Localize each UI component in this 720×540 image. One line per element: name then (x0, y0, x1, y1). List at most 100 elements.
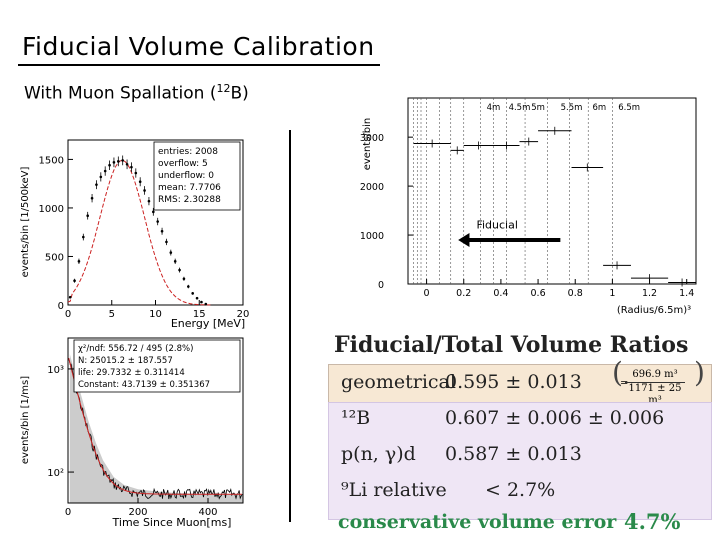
x-tick-label: 1.4 (679, 288, 694, 299)
data-point (103, 169, 107, 173)
fit-line: χ²/ndf: 556.72 / 495 (2.8%) (78, 344, 193, 354)
fiducial-label: Fiducial (476, 219, 517, 232)
y-tick-label: 500 (45, 252, 64, 263)
x-tick-label: 1 (609, 288, 615, 299)
x-tick-label: 10 (149, 309, 162, 320)
data-point (138, 180, 142, 184)
panel-divider (289, 130, 291, 522)
data-point (108, 163, 111, 167)
y-tick-label: 3000 (360, 133, 384, 144)
subtitle-prefix: With Muon Spallation ( (24, 83, 217, 104)
x-tick-label: 0 (424, 288, 430, 299)
conservative-label: conservative volume error (338, 511, 617, 533)
fit-curve (67, 159, 213, 306)
ratio-value: 0.587 ± 0.013 (445, 443, 582, 465)
radius-label: 6.5m (618, 103, 640, 113)
histogram-fill (69, 353, 243, 503)
data-point (160, 229, 164, 233)
data-point (169, 251, 173, 254)
radius-label: 4m (487, 103, 501, 113)
equals-sign: = (620, 378, 629, 389)
x-tick-label: 0.2 (456, 288, 471, 299)
time-fit-box: χ²/ndf: 556.72 / 495 (2.8%) N: 25015.2 ±… (73, 339, 241, 393)
radius-xlabel: (Radius/6.5m)³ (617, 305, 691, 316)
energy-stats-box: entries: 2008 overflow: 5 underflow: 0 m… (153, 141, 241, 211)
fraction: 696.9 m³ 1171 ± 25 m³ (625, 369, 685, 407)
data-point (134, 171, 138, 175)
stat-line: entries: 2008 (158, 147, 218, 157)
stat-line: underflow: 0 (158, 171, 214, 181)
ratio-row-geometrical: geometrical 0.595 ± 0.013 ( = 696.9 m³ 1… (328, 356, 712, 407)
data-point (204, 302, 208, 306)
ratios-title: Fiducial/Total Volume Ratios (334, 332, 689, 358)
energy-plot: 0 5 10 15 20 0 500 1000 1500 events/bin [1/500ke… (18, 130, 250, 330)
stat-line: RMS: 2.30288 (158, 195, 221, 205)
x-tick-label: 15 (193, 309, 206, 320)
x-tick-label: 1.2 (642, 288, 657, 299)
data-point (95, 183, 98, 186)
x-tick-label: 0 (65, 309, 71, 320)
ratio-label: p(n, γ)d (341, 443, 416, 465)
data-point (121, 159, 124, 162)
radius-label: 5.5m (561, 103, 583, 113)
data-point (200, 300, 203, 304)
x-tick-label: 20 (237, 309, 250, 320)
time-plot: 0 200 400 10³ 10² events/bin [1/ms] Time Sin… (18, 334, 250, 530)
y-tick-label: 1000 (360, 231, 384, 242)
data-point (99, 175, 103, 179)
x-tick-label: 0.4 (493, 288, 508, 299)
data-point (165, 240, 168, 244)
ratio-value: 0.607 ± 0.006 ± 0.006 (445, 407, 665, 429)
stat-line: overflow: 5 (158, 159, 208, 169)
radius-plot: 4m 4.5m 5m 5.5m 6m 6.5m 0 0.2 0.4 0.6 0.8 1 1.2 1.4 0 1… (358, 92, 700, 320)
ratio-label: ¹²B (341, 407, 371, 429)
paren-open: ( (612, 356, 623, 389)
data-point (182, 277, 186, 281)
fit-line: N: 25015.2 ± 187.557 (78, 356, 173, 366)
y-tick-label: 10³ (47, 365, 64, 376)
data-point (152, 210, 155, 214)
time-ylabel: events/bin [1/ms] (20, 376, 31, 464)
data-point (187, 285, 190, 288)
data-point (143, 189, 146, 192)
energy-xlabel: Energy [MeV] (171, 317, 245, 330)
data-point (147, 199, 151, 203)
ratio-label: ⁹Li relative (341, 479, 447, 501)
fraction-denominator: 1171 ± 25 m³ (628, 383, 682, 406)
ratios-table: Fiducial/Total Volume Ratios geometrical… (328, 328, 712, 536)
data-point (77, 260, 81, 263)
slide-title: Fiducial Volume Calibration (22, 32, 375, 61)
subtitle-suffix: B) (230, 83, 249, 104)
histogram-outline (68, 359, 243, 500)
radius-label: 6m (593, 103, 607, 113)
data-point (178, 268, 181, 272)
data-point (156, 220, 159, 223)
data-point (191, 292, 194, 295)
conservative-value: 4.7% (624, 509, 681, 534)
y-tick-label: 0 (58, 301, 64, 312)
radius-label: 4.5m (509, 103, 531, 113)
slide-subtitle: With Muon Spallation (12B) (24, 82, 249, 104)
y-tick-label: 10² (47, 468, 64, 479)
data-point (86, 214, 89, 218)
paren-close: ) (694, 356, 705, 389)
x-tick-label: 200 (128, 507, 147, 518)
x-tick-label: 0.6 (531, 288, 546, 299)
x-tick-label: 5 (109, 309, 115, 320)
x-tick-label: 0 (65, 507, 71, 518)
data-point (117, 160, 120, 163)
fiducial-arrowhead (458, 232, 470, 247)
data-point (73, 279, 76, 283)
data-point (130, 165, 133, 169)
y-tick-label: 1000 (39, 204, 64, 215)
data-point (90, 196, 94, 200)
x-tick-label: 0.8 (568, 288, 583, 299)
radius-label: 5m (531, 103, 545, 113)
data-point (112, 161, 116, 164)
x-tick-label: 400 (198, 507, 217, 518)
ratio-label: geometrical (341, 371, 456, 393)
subtitle-sup: 12 (216, 82, 231, 95)
data-point (195, 296, 199, 300)
stat-line: mean: 7.7706 (158, 183, 221, 193)
fit-line: Constant: 43.7139 ± 0.351367 (78, 380, 210, 390)
